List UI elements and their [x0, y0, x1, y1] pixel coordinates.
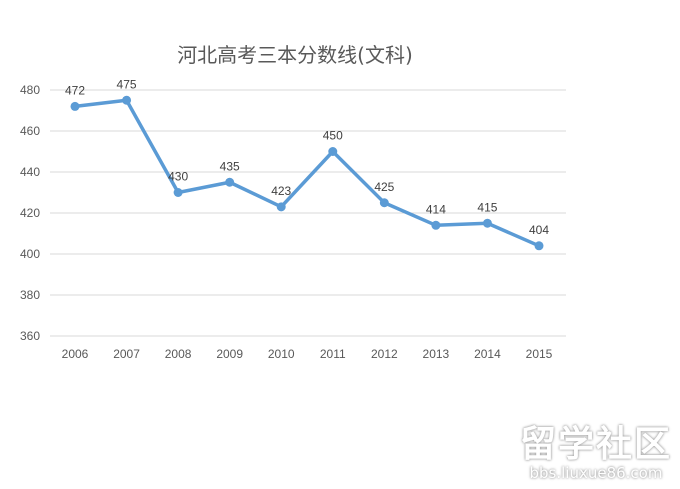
data-point	[328, 147, 338, 156]
x-tick-label: 2014	[474, 347, 501, 361]
data-label: 423	[271, 184, 291, 198]
y-tick-label: 460	[20, 124, 40, 138]
data-point	[70, 101, 80, 111]
x-tick-label: 2015	[526, 347, 553, 361]
chart-title: 河北高考三本分数线(文科)	[177, 43, 413, 67]
data-point	[173, 188, 183, 197]
data-point	[534, 241, 544, 251]
x-tick-label: 2009	[216, 347, 243, 361]
y-axis-ticks: 360 380 400 420 440 460 480	[20, 83, 40, 343]
y-tick-label: 440	[20, 165, 40, 179]
x-tick-label: 2011	[320, 347, 346, 361]
data-label: 472	[65, 83, 85, 97]
gridlines	[50, 89, 566, 337]
y-tick-label: 420	[20, 206, 40, 220]
data-point	[122, 95, 132, 105]
data-label: 435	[220, 159, 240, 173]
data-point	[431, 220, 441, 230]
data-label: 404	[529, 223, 549, 237]
data-point	[225, 177, 235, 187]
data-label: 414	[426, 202, 446, 216]
data-labels: 472 475 430 435 423 450 425 414 415 404	[65, 77, 549, 237]
x-tick-label: 2010	[268, 347, 295, 361]
x-tick-label: 2008	[165, 347, 192, 361]
data-label: 450	[323, 129, 343, 143]
watermark-logo: 留学社区	[519, 424, 672, 465]
x-axis-ticks: 2006 2007 2008 2009 2010 2011 2012 2013 2014 2015	[62, 347, 553, 361]
data-point	[482, 218, 492, 228]
y-tick-label: 480	[20, 83, 40, 97]
series-line	[73, 98, 541, 248]
data-label: 425	[374, 180, 394, 194]
y-tick-label: 400	[20, 247, 40, 261]
data-label: 475	[117, 77, 137, 91]
y-tick-label: 360	[20, 329, 40, 343]
data-point	[379, 198, 389, 208]
y-tick-label: 380	[20, 288, 40, 302]
data-points	[70, 95, 544, 251]
data-label: 430	[168, 170, 188, 184]
x-tick-label: 2006	[62, 347, 89, 361]
x-tick-label: 2012	[371, 347, 398, 361]
x-tick-label: 2007	[113, 347, 140, 361]
watermark: 留学社区 bbs.liuxue86.com	[519, 424, 672, 482]
x-tick-label: 2013	[423, 347, 450, 361]
data-label: 415	[477, 200, 497, 214]
data-point	[276, 202, 286, 212]
watermark-url: bbs.liuxue86.com	[529, 464, 663, 482]
